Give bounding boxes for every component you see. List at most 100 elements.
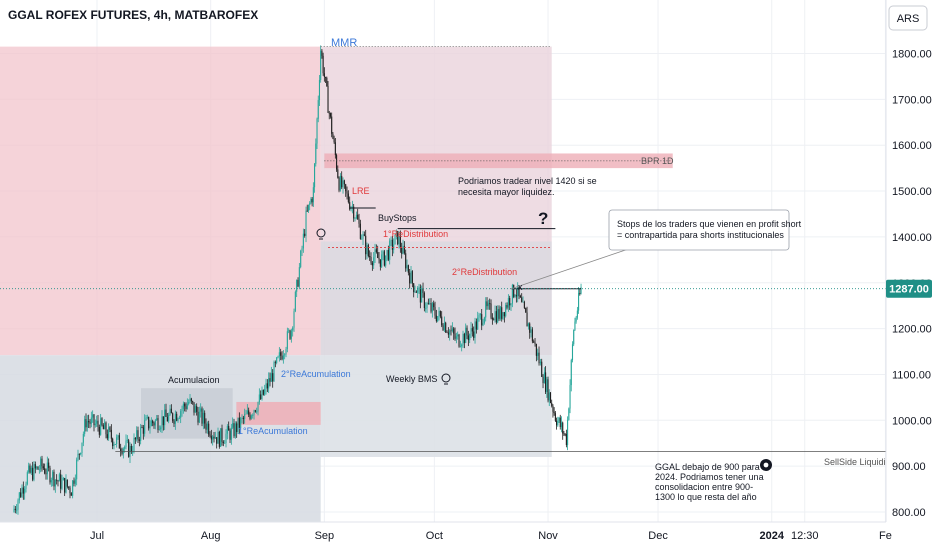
candle-body bbox=[546, 379, 548, 392]
candle-body bbox=[213, 436, 215, 439]
candle-body bbox=[551, 402, 553, 406]
candle-body bbox=[575, 317, 577, 322]
candle-body bbox=[531, 329, 533, 342]
candle-body bbox=[214, 437, 216, 439]
candle-body bbox=[68, 486, 70, 488]
candle-body bbox=[196, 406, 198, 413]
candle-body bbox=[417, 287, 419, 293]
candle-body bbox=[125, 440, 127, 447]
candle-body bbox=[32, 467, 34, 480]
candle-body bbox=[290, 330, 292, 339]
label-question: ? bbox=[538, 209, 548, 228]
candle-body bbox=[574, 321, 576, 331]
candle-body bbox=[533, 341, 535, 343]
candle-body bbox=[361, 238, 363, 240]
candle-body bbox=[442, 325, 444, 331]
price-axis-panel[interactable] bbox=[886, 0, 932, 550]
candle-body bbox=[338, 177, 340, 191]
candle-body bbox=[342, 180, 344, 188]
candle-body bbox=[405, 253, 407, 269]
candle-body bbox=[274, 362, 276, 364]
candle-body bbox=[548, 392, 550, 401]
candle-body bbox=[233, 423, 235, 437]
candle-body bbox=[105, 422, 107, 435]
candle-body bbox=[515, 295, 517, 297]
candle-body bbox=[160, 427, 162, 430]
candle-body bbox=[499, 307, 501, 319]
candle-body bbox=[370, 257, 372, 263]
candle-body bbox=[522, 301, 524, 303]
candle-body bbox=[494, 311, 496, 320]
candle-body bbox=[288, 330, 290, 332]
candle-body bbox=[490, 303, 492, 318]
candle-body bbox=[539, 361, 541, 364]
candle-body bbox=[85, 419, 87, 428]
candle-body bbox=[454, 333, 456, 339]
candle-body bbox=[21, 487, 23, 497]
candle-body bbox=[413, 283, 415, 293]
candle-body bbox=[293, 311, 295, 328]
candle-body bbox=[117, 435, 119, 438]
candle-body bbox=[483, 317, 485, 323]
candle-body bbox=[394, 234, 396, 245]
candle-body bbox=[260, 394, 262, 400]
candle-body bbox=[302, 233, 304, 249]
candle-body bbox=[150, 420, 152, 427]
candle-body bbox=[128, 440, 130, 457]
candle-body bbox=[90, 417, 92, 424]
candle-body bbox=[189, 398, 191, 403]
currency-button[interactable]: ARS bbox=[888, 5, 928, 31]
candle-body bbox=[186, 403, 188, 409]
candle-body bbox=[421, 288, 423, 303]
candle-body bbox=[297, 279, 299, 287]
candle-body bbox=[140, 427, 142, 441]
candle-body bbox=[240, 418, 242, 428]
candle-body bbox=[509, 298, 511, 306]
candle-body bbox=[487, 303, 489, 307]
candle-body bbox=[345, 184, 347, 192]
candle-body bbox=[69, 487, 71, 494]
candle-body bbox=[164, 409, 166, 426]
candle-body bbox=[309, 203, 311, 205]
candle-body bbox=[165, 409, 167, 417]
candle-body bbox=[449, 330, 451, 335]
candle-body bbox=[441, 316, 443, 326]
candle-body bbox=[334, 142, 336, 156]
note-note_2024-line: GGAL debajo de 900 para bbox=[655, 462, 760, 472]
candle-body bbox=[86, 420, 88, 428]
candle-body bbox=[245, 413, 247, 415]
candle-body bbox=[391, 239, 393, 250]
candle-body bbox=[521, 297, 523, 302]
candle-body bbox=[397, 230, 399, 245]
label-redist1: 1°ReDistribution bbox=[383, 229, 448, 239]
candle-body bbox=[453, 328, 455, 334]
candle-body bbox=[96, 420, 98, 424]
candle-body bbox=[221, 428, 223, 442]
candle-body bbox=[373, 257, 375, 266]
note-stops_callout-line: = contrapartida para shorts instituciona… bbox=[617, 230, 784, 240]
candle-body bbox=[278, 352, 280, 357]
candle-body bbox=[277, 356, 279, 358]
candle-body bbox=[390, 239, 392, 241]
currency-button-label[interactable]: ARS bbox=[897, 13, 920, 25]
y-tick-label: 1000.00 bbox=[892, 415, 932, 427]
candle-body bbox=[351, 206, 353, 208]
candle-body bbox=[541, 361, 543, 377]
candle-body bbox=[154, 420, 156, 426]
candle-body bbox=[331, 116, 333, 134]
candle-body bbox=[202, 412, 204, 424]
candle-body bbox=[422, 288, 424, 293]
candle-body bbox=[136, 430, 138, 440]
time-axis-panel[interactable] bbox=[0, 522, 932, 550]
currency-button-frame[interactable] bbox=[888, 5, 928, 31]
candle-body bbox=[204, 412, 206, 424]
candle-body bbox=[70, 493, 72, 496]
accumulation-box bbox=[141, 388, 233, 439]
candle-body bbox=[514, 295, 516, 297]
candle-body bbox=[157, 418, 159, 430]
candle-body bbox=[355, 214, 357, 219]
reaccumulation-zone bbox=[236, 401, 321, 425]
candle-body bbox=[60, 474, 62, 489]
candle-body bbox=[379, 259, 381, 267]
